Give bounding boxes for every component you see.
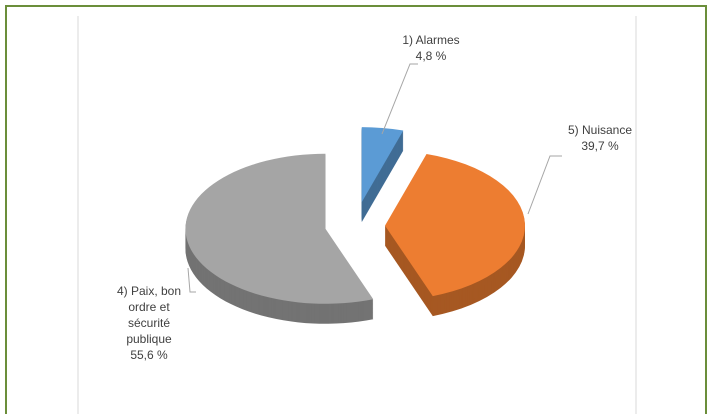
data-label: 1) Alarmes 4,8 %: [402, 33, 460, 63]
slice: [361, 127, 404, 203]
data-label: 4) Paix, bon ordre et sécurité publique 5…: [116, 284, 182, 362]
slice: [185, 153, 374, 304]
leader-line: [187, 267, 196, 293]
slice: [384, 154, 525, 297]
leader-line: [527, 155, 562, 215]
data-label: 5) Nuisance 39,7 %: [567, 123, 633, 153]
pie: [185, 127, 525, 324]
leader-line: [381, 63, 418, 135]
outer-border: [5, 5, 707, 414]
